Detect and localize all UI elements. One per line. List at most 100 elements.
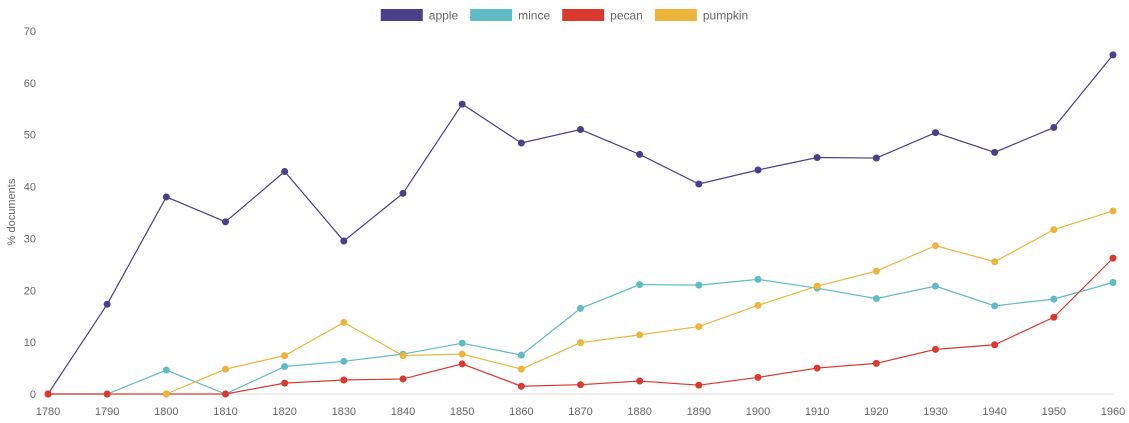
data-point-apple[interactable] [991,148,999,156]
data-point-pecan[interactable] [458,360,466,368]
data-point-apple[interactable] [517,139,525,147]
data-point-pumpkin[interactable] [636,331,644,339]
legend-swatch [470,9,513,21]
data-point-pumpkin[interactable] [932,242,939,250]
data-point-apple[interactable] [340,237,348,245]
data-point-apple[interactable] [399,189,407,197]
y-tick-label: 70 [24,26,36,38]
data-point-pumpkin[interactable] [222,365,229,373]
data-point-apple[interactable] [162,193,170,201]
data-point-pecan[interactable] [991,341,999,349]
data-point-apple[interactable] [103,300,111,308]
legend-label: apple [429,9,459,23]
y-tick-label: 10 [24,337,36,349]
data-point-pecan[interactable] [872,359,880,367]
data-point-apple[interactable] [813,154,821,162]
data-point-apple[interactable] [222,218,229,226]
data-point-pumpkin[interactable] [695,323,703,331]
data-point-mince[interactable] [162,366,170,374]
x-tick-label: 1860 [509,406,533,418]
data-point-apple[interactable] [932,129,939,137]
y-tick-label: 20 [24,285,36,297]
data-point-mince[interactable] [695,281,703,289]
legend-item-pumpkin[interactable]: pumpkin [654,9,748,23]
data-point-pecan[interactable] [577,381,584,389]
x-tick-label: 1820 [272,406,296,418]
data-point-mince[interactable] [991,302,999,310]
data-point-pecan[interactable] [1109,254,1117,262]
data-point-pumpkin[interactable] [991,258,999,266]
x-tick-label: 1950 [1042,406,1066,418]
data-point-apple[interactable] [577,126,584,134]
x-tick-label: 1910 [805,406,829,418]
data-point-pecan[interactable] [222,390,229,398]
data-point-pumpkin[interactable] [1050,226,1058,234]
x-tick-label: 1800 [154,406,178,418]
data-point-mince[interactable] [517,351,525,359]
data-point-pumpkin[interactable] [340,318,348,326]
data-point-pecan[interactable] [636,377,644,385]
data-point-pecan[interactable] [44,390,52,398]
data-point-apple[interactable] [1109,51,1117,59]
data-point-pecan[interactable] [399,375,407,383]
series-line-pecan [48,257,1114,395]
data-point-pumpkin[interactable] [399,352,407,360]
data-point-apple[interactable] [458,100,466,108]
legend-label: pumpkin [703,9,748,23]
data-point-mince[interactable] [458,339,466,347]
data-point-mince[interactable] [1050,295,1058,303]
data-point-pumpkin[interactable] [517,365,525,373]
legend-item-mince[interactable]: mince [470,9,550,23]
data-point-apple[interactable] [695,180,703,188]
legend-item-pecan[interactable]: pecan [562,9,643,23]
data-point-apple[interactable] [1050,123,1058,131]
data-point-pecan[interactable] [813,364,821,372]
data-point-pumpkin[interactable] [577,339,584,347]
data-point-pecan[interactable] [340,376,348,384]
y-axis-title: % documents [6,178,18,245]
data-point-apple[interactable] [872,154,880,162]
data-point-pumpkin[interactable] [813,282,821,290]
legend-swatch [380,9,423,21]
data-point-mince[interactable] [932,282,939,290]
x-tick-label: 1850 [450,406,474,418]
data-point-apple[interactable] [636,150,644,158]
x-tick-label: 1940 [982,406,1006,418]
data-point-pecan[interactable] [695,381,703,389]
x-tick-label: 1810 [213,406,237,418]
data-point-pumpkin[interactable] [162,390,170,398]
y-tick-label: 50 [24,130,36,142]
x-tick-label: 1880 [627,406,651,418]
data-point-pumpkin[interactable] [872,267,880,275]
data-point-pumpkin[interactable] [754,301,762,309]
data-point-mince[interactable] [577,304,584,312]
x-tick-label: 1920 [864,406,888,418]
data-point-mince[interactable] [1109,279,1117,287]
data-point-pecan[interactable] [1050,313,1058,321]
data-point-pecan[interactable] [754,373,762,381]
data-point-mince[interactable] [340,357,348,365]
data-point-pumpkin[interactable] [1109,207,1117,215]
x-tick-label: 1870 [568,406,592,418]
data-point-apple[interactable] [281,168,289,176]
x-tick-label: 1890 [687,406,711,418]
x-tick-label: 1830 [332,406,356,418]
y-tick-label: 40 [24,182,36,194]
data-point-pumpkin[interactable] [281,352,289,360]
data-point-pecan[interactable] [103,390,111,398]
axes: 0 10 20 30 40 50 60 70 1780 1790 1800 1810 1820 1830 1… [24,26,1125,418]
data-point-pecan[interactable] [932,345,939,353]
data-point-pecan[interactable] [517,382,525,390]
legend-item-apple[interactable]: apple [380,9,459,23]
data-point-mince[interactable] [636,281,644,289]
legend: apple mince pecan pumpkin [380,9,748,23]
data-point-pecan[interactable] [281,379,289,387]
data-point-mince[interactable] [872,295,880,303]
data-point-mince[interactable] [281,363,289,371]
data-point-apple[interactable] [754,166,762,174]
x-tick-label: 1930 [923,406,947,418]
x-tick-label: 1900 [746,406,770,418]
x-tick-label: 1790 [95,406,119,418]
data-point-pumpkin[interactable] [458,350,466,358]
data-point-mince[interactable] [754,275,762,283]
